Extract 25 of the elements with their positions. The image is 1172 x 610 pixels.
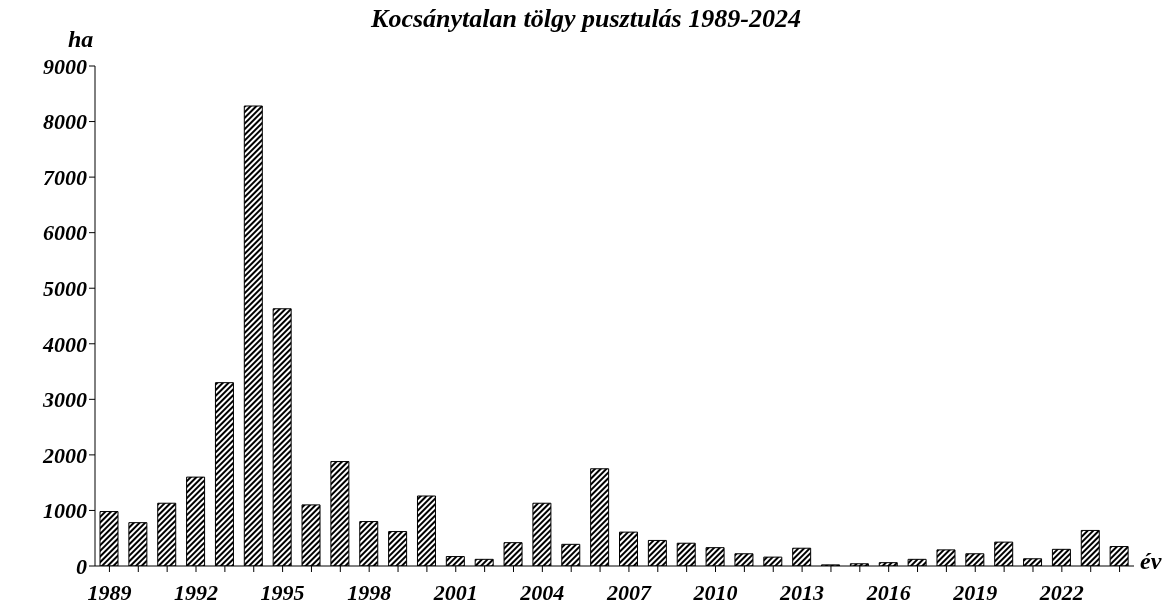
- x-tick-label: 2004: [519, 579, 565, 605]
- x-tick-label: 2007: [605, 579, 652, 605]
- y-tick-label: 9000: [43, 53, 87, 79]
- y-tick-label: 3000: [42, 387, 87, 413]
- x-tick-label: 2010: [692, 579, 738, 605]
- y-tick-label: 6000: [43, 220, 87, 246]
- y-axis-title: ha: [68, 26, 94, 53]
- y-tick-label: 4000: [42, 331, 87, 357]
- y-tick-label: 0: [76, 553, 87, 579]
- y-tick-label: 2000: [42, 442, 87, 468]
- y-tick-label: 1000: [43, 498, 87, 524]
- x-tick-label: 2016: [865, 579, 911, 605]
- x-tick-label: 1998: [347, 579, 392, 605]
- x-tick-label: 2022: [1038, 579, 1084, 605]
- x-tick-label: 2001: [432, 579, 478, 605]
- x-tick-label: 2013: [779, 579, 825, 605]
- x-tick-label: 1989: [87, 579, 132, 605]
- x-tick-label: 1995: [260, 579, 305, 605]
- y-tick-label: 7000: [43, 164, 87, 190]
- x-axis-title: év: [1140, 548, 1162, 575]
- x-tick-label: 1992: [174, 579, 219, 605]
- x-tick-label: 2019: [952, 579, 998, 605]
- y-tick-label: 8000: [43, 109, 87, 135]
- y-tick-label: 5000: [43, 276, 87, 302]
- chart-title: Kocsánytalan tölgy pusztulás 1989-2024: [371, 4, 801, 33]
